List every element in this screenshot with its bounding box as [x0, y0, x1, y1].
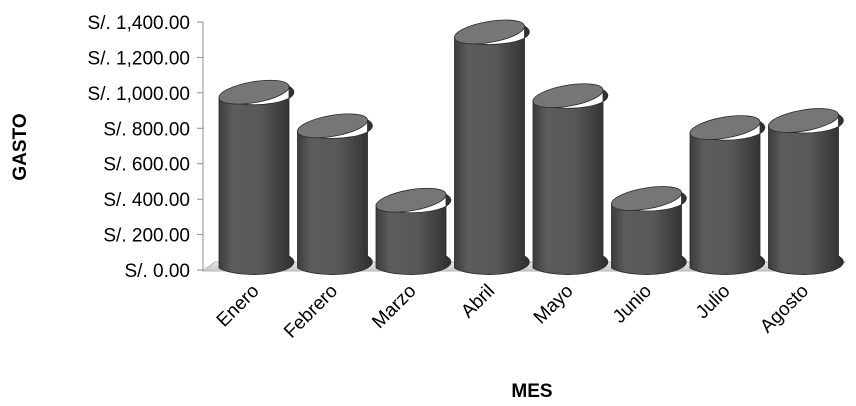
bar [218, 79, 295, 275]
x-tick-label: Febrero [280, 281, 342, 343]
bar-body [454, 25, 530, 275]
y-tick-label: S/. 0.00 [125, 261, 191, 282]
y-tick-label: S/. 800.00 [103, 119, 190, 140]
y-tick-label: S/. 1,400.00 [88, 13, 190, 34]
bar-body [611, 191, 687, 275]
bar-body [375, 193, 452, 275]
x-tick-label: Abril [457, 281, 499, 323]
y-tick-marks [197, 21, 203, 271]
bar [768, 108, 844, 275]
x-tick-label: Agosto [756, 281, 813, 338]
x-tick-label: Junio [609, 281, 656, 328]
bar-body [768, 113, 844, 275]
y-tick-label: S/. 200.00 [103, 226, 190, 247]
bar [375, 187, 452, 275]
bar [454, 19, 530, 275]
category-labels: Enero Febrero Marzo Abril Mayo Junio Julio Agos… [213, 281, 813, 343]
y-tick-label: S/. 600.00 [103, 155, 190, 176]
bar-top [454, 19, 525, 45]
x-tick-label: Marzo [368, 281, 420, 333]
bar-top [375, 187, 447, 213]
bar-body [689, 120, 766, 275]
bar [297, 113, 373, 275]
y-tick-label: S/. 1,200.00 [88, 48, 190, 69]
bar [689, 115, 766, 275]
y-tick-label: S/. 1,000.00 [88, 84, 190, 105]
bar-top [218, 79, 290, 105]
bar-body [297, 119, 373, 275]
bar-top [611, 186, 682, 211]
x-tick-label: Enero [213, 281, 264, 332]
bar [532, 83, 609, 275]
x-tick-label: Mayo [530, 281, 578, 329]
bar-top [532, 83, 604, 109]
bar-body [532, 89, 609, 275]
x-axis-title: MES [511, 381, 552, 402]
bar-body [218, 85, 295, 275]
x-tick-label: Julio [692, 281, 734, 323]
y-tick-labels: S/. 0.00 S/. 200.00 S/. 400.00 S/. 600.00 S/… [88, 13, 190, 282]
bars [218, 19, 844, 275]
bar [611, 186, 687, 275]
y-tick-label: S/. 400.00 [103, 190, 190, 211]
bar-top [297, 113, 368, 139]
bar-top [768, 108, 839, 133]
y-axis-title: GASTO [10, 113, 31, 180]
bar-top [689, 115, 761, 140]
